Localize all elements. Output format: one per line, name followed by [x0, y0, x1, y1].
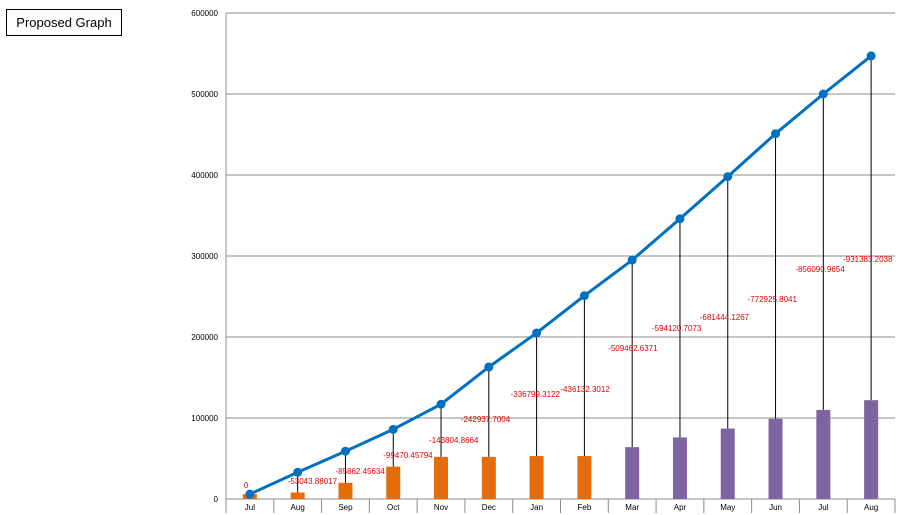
line-point: [818, 89, 828, 99]
line-point: [340, 446, 350, 456]
bar: [768, 418, 783, 499]
difference-label: -242937.7004: [461, 415, 511, 424]
y-tick-label: 500000: [191, 90, 218, 99]
x-tick-label: Nov: [434, 503, 448, 512]
line-point: [627, 255, 637, 265]
y-tick-label: 600000: [191, 9, 218, 18]
x-tick-label: Jun: [769, 503, 782, 512]
difference-label: -931383.2038: [843, 255, 893, 264]
line-point: [579, 291, 589, 301]
difference-label: -772925.8041: [748, 295, 798, 304]
bar: [290, 492, 305, 499]
chart-title-label: Proposed Graph: [16, 15, 112, 30]
difference-label: -681444.1267: [700, 313, 750, 322]
difference-label: -143804.8664: [429, 436, 479, 445]
difference-label: -99470.45794: [383, 451, 433, 460]
x-tick-label: May: [720, 503, 735, 512]
bar: [625, 447, 640, 499]
y-tick-label: 0: [214, 495, 219, 504]
x-tick-label: Dec: [482, 503, 496, 512]
bar: [816, 409, 831, 499]
x-tick-label: Mar: [625, 503, 639, 512]
bar: [434, 456, 449, 499]
difference-label: -594120.7073: [652, 324, 702, 333]
y-tick-label: 400000: [191, 171, 218, 180]
chart-title-box: Proposed Graph: [6, 9, 122, 36]
x-tick-label: Jul: [245, 503, 255, 512]
difference-label: 0: [244, 481, 249, 490]
difference-label: -509462.6371: [608, 344, 658, 353]
line-point: [675, 214, 685, 224]
x-tick-label: Jan: [530, 503, 543, 512]
bar: [864, 400, 879, 499]
x-tick-label: Aug: [864, 503, 878, 512]
bar: [386, 466, 401, 499]
difference-label: -53043.88017: [288, 477, 338, 486]
bar: [672, 437, 687, 499]
bar: [577, 456, 592, 499]
line-point: [293, 467, 303, 477]
difference-label: -436132.3012: [560, 385, 610, 394]
line-point: [771, 129, 781, 139]
bar: [529, 456, 544, 499]
bar: [481, 456, 496, 499]
line-series: [249, 54, 873, 496]
x-tick-label: Feb: [577, 503, 591, 512]
line-point: [388, 424, 398, 434]
x-tick-label: Aug: [291, 503, 305, 512]
bar: [338, 482, 353, 499]
y-tick-label: 200000: [191, 333, 218, 342]
difference-label: -85862.45634: [335, 467, 385, 476]
x-tick-label: Jul: [818, 503, 828, 512]
line-point: [866, 51, 876, 61]
line-point: [532, 328, 542, 338]
line-point: [484, 362, 494, 372]
difference-label: -336799.3122: [511, 390, 561, 399]
y-tick-label: 100000: [191, 414, 218, 423]
line-point: [245, 489, 255, 499]
x-tick-label: Sep: [338, 503, 353, 512]
line-point: [436, 399, 446, 409]
x-tick-label: Oct: [387, 503, 400, 512]
x-tick-label: Apr: [674, 503, 687, 512]
difference-label: -856090.9654: [795, 265, 845, 274]
line-point: [723, 172, 733, 182]
y-tick-label: 300000: [191, 252, 218, 261]
bar: [720, 428, 735, 499]
